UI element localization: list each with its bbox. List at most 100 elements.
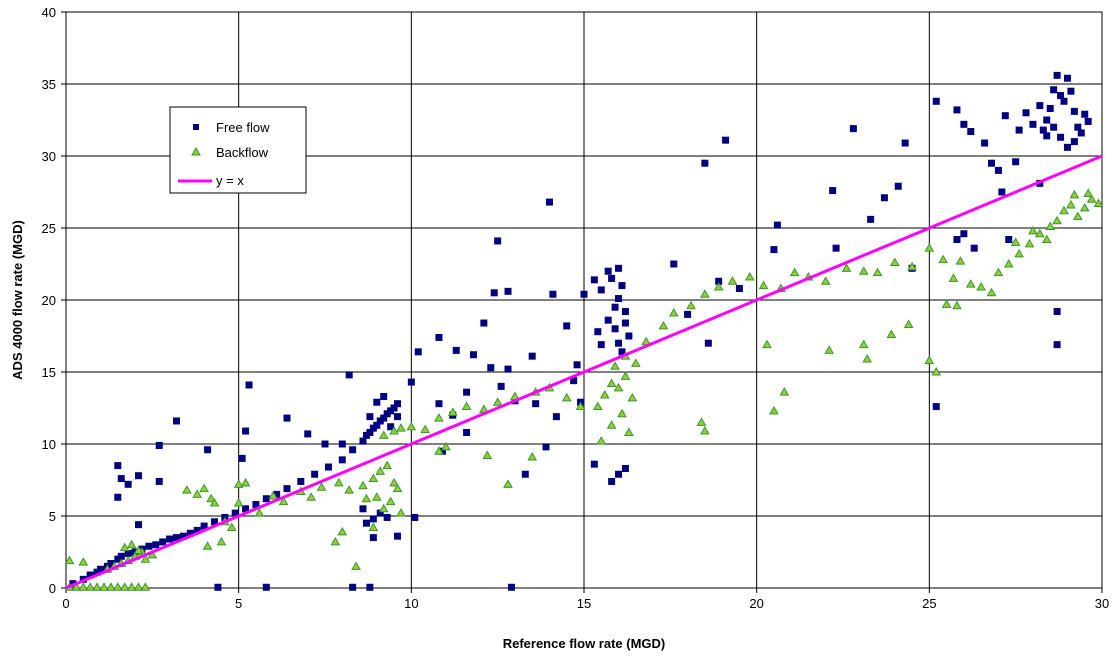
free-flow-point bbox=[135, 472, 143, 480]
backflow-point bbox=[192, 489, 203, 498]
backflow-point bbox=[278, 496, 289, 506]
free-flow-point bbox=[507, 583, 515, 591]
backflow-point bbox=[112, 582, 123, 591]
free-flow-point bbox=[704, 339, 712, 347]
backflow-point bbox=[126, 582, 137, 591]
backflow-point bbox=[119, 582, 130, 591]
free-flow-point bbox=[480, 319, 488, 327]
backflow-point bbox=[368, 522, 379, 532]
free-flow-point bbox=[283, 414, 291, 422]
series-layer bbox=[64, 71, 1104, 591]
free-flow-point bbox=[262, 495, 270, 503]
free-flow-point bbox=[998, 188, 1006, 196]
free-flow-point bbox=[829, 187, 837, 195]
free-flow-point bbox=[359, 505, 367, 513]
backflow-point bbox=[306, 492, 317, 501]
free-flow-point bbox=[135, 521, 143, 529]
free-flow-point bbox=[597, 341, 605, 349]
free-flow-point bbox=[452, 346, 460, 354]
free-flow-point bbox=[407, 378, 415, 386]
free-flow-point bbox=[987, 159, 995, 167]
backflow-point bbox=[889, 257, 900, 267]
free-flow-point bbox=[124, 549, 132, 557]
backflow-point bbox=[78, 557, 89, 566]
backflow-point bbox=[492, 397, 503, 406]
backflow-point bbox=[924, 243, 935, 252]
backflow-point bbox=[99, 582, 109, 591]
free-flow-point bbox=[867, 215, 875, 223]
free-flow-point bbox=[773, 221, 781, 229]
free-flow-point bbox=[494, 237, 502, 245]
free-flow-point bbox=[262, 583, 270, 591]
free-flow-point bbox=[701, 159, 709, 167]
free-flow-point bbox=[114, 493, 122, 501]
backflow-point bbox=[941, 299, 952, 308]
backflow-point bbox=[624, 427, 634, 436]
free-flow-point bbox=[1043, 132, 1051, 140]
free-flow-point bbox=[114, 462, 122, 470]
free-flow-point bbox=[528, 352, 536, 360]
legend-free-flow-marker bbox=[193, 124, 199, 130]
backflow-point bbox=[368, 473, 379, 483]
backflow-point bbox=[240, 477, 251, 487]
backflow-point bbox=[389, 426, 399, 435]
backflow-point bbox=[1052, 215, 1062, 225]
free-flow-point bbox=[204, 446, 212, 454]
free-flow-point bbox=[597, 286, 605, 294]
backflow-point bbox=[216, 536, 227, 546]
free-flow-point bbox=[625, 332, 633, 340]
backflow-point bbox=[617, 408, 627, 418]
backflow-point bbox=[1059, 205, 1069, 215]
free-flow-point bbox=[573, 361, 581, 369]
free-flow-point bbox=[1070, 107, 1078, 115]
backflow-point bbox=[713, 282, 724, 291]
free-flow-point bbox=[901, 139, 909, 147]
free-flow-point bbox=[359, 437, 367, 445]
free-flow-point bbox=[552, 413, 560, 421]
backflow-point bbox=[140, 554, 151, 563]
backflow-point bbox=[931, 366, 942, 376]
free-flow-point bbox=[953, 236, 961, 244]
backflow-point bbox=[727, 276, 738, 285]
free-flow-point bbox=[542, 443, 550, 451]
free-flow-point bbox=[124, 480, 132, 488]
backflow-point bbox=[503, 479, 513, 488]
legend-y-equals-x-label: y = x bbox=[216, 173, 244, 188]
backflow-point bbox=[396, 423, 406, 432]
backflow-point bbox=[976, 282, 986, 291]
backflow-point bbox=[613, 382, 624, 392]
free-flow-point bbox=[155, 477, 163, 485]
free-flow-point bbox=[297, 477, 305, 485]
free-flow-point bbox=[621, 319, 629, 327]
legend-backflow-marker bbox=[191, 146, 201, 156]
backflow-point bbox=[1069, 189, 1080, 199]
backflow-point bbox=[209, 498, 220, 507]
backflow-point bbox=[406, 421, 417, 431]
free-flow-point bbox=[242, 427, 250, 435]
backflow-point bbox=[886, 329, 897, 339]
free-flow-point bbox=[960, 230, 968, 238]
free-flow-point bbox=[345, 371, 353, 379]
free-flow-point bbox=[349, 583, 357, 591]
backflow-point bbox=[1093, 198, 1104, 208]
free-flow-point bbox=[967, 128, 975, 136]
backflow-point bbox=[71, 582, 82, 591]
backflow-point bbox=[434, 413, 444, 422]
free-flow-point bbox=[321, 440, 329, 448]
free-flow-point bbox=[435, 400, 443, 408]
backflow-point bbox=[385, 496, 396, 506]
backflow-point bbox=[78, 582, 89, 591]
x-axis-title: Reference flow rate (MGD) bbox=[503, 636, 666, 651]
free-flow-point bbox=[1039, 126, 1047, 134]
free-flow-point bbox=[735, 284, 743, 292]
free-flow-point bbox=[362, 519, 370, 527]
free-flow-point bbox=[1070, 138, 1078, 146]
free-flow-point bbox=[463, 428, 471, 436]
y-tick-label: 25 bbox=[42, 221, 56, 236]
x-tick-label: 15 bbox=[577, 596, 591, 611]
x-axis-ticks: 0 5 10 15 20 25 30 bbox=[62, 588, 1109, 611]
free-flow-point bbox=[504, 365, 512, 373]
free-flow-point bbox=[594, 328, 602, 336]
y-tick-label: 40 bbox=[42, 5, 56, 20]
backflow-point bbox=[762, 339, 772, 349]
